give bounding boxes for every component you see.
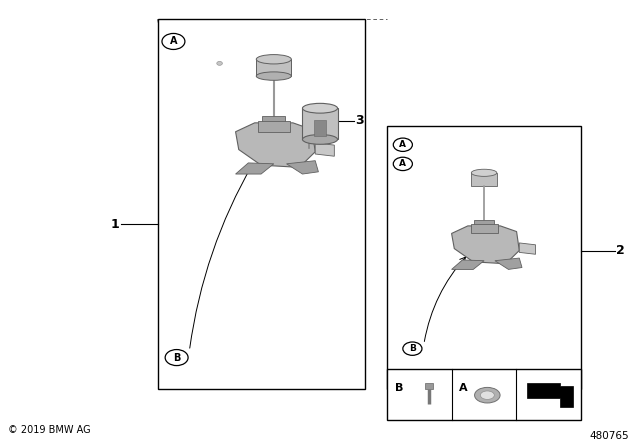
Ellipse shape <box>256 55 291 64</box>
Text: A: A <box>170 36 177 47</box>
FancyBboxPatch shape <box>303 108 337 139</box>
Ellipse shape <box>217 61 222 65</box>
Polygon shape <box>252 72 284 81</box>
FancyBboxPatch shape <box>256 59 291 76</box>
Ellipse shape <box>224 73 238 82</box>
Polygon shape <box>212 47 232 63</box>
Polygon shape <box>424 383 433 389</box>
Polygon shape <box>236 163 274 174</box>
Text: 2: 2 <box>616 244 625 257</box>
Polygon shape <box>452 260 484 269</box>
Polygon shape <box>287 161 319 174</box>
FancyBboxPatch shape <box>262 116 285 127</box>
Ellipse shape <box>480 391 494 400</box>
Ellipse shape <box>209 62 253 92</box>
Ellipse shape <box>471 169 497 177</box>
Text: B: B <box>409 344 416 353</box>
Polygon shape <box>316 143 334 156</box>
Polygon shape <box>519 243 536 254</box>
Polygon shape <box>182 71 209 83</box>
Text: 1: 1 <box>111 217 119 231</box>
Ellipse shape <box>216 67 246 87</box>
Polygon shape <box>452 226 519 264</box>
FancyBboxPatch shape <box>471 173 497 186</box>
FancyBboxPatch shape <box>474 220 494 230</box>
Text: 480765: 480765 <box>589 431 629 441</box>
Bar <box>387 369 581 420</box>
Ellipse shape <box>225 85 245 97</box>
Bar <box>387 126 581 389</box>
Ellipse shape <box>303 103 337 113</box>
Text: A: A <box>460 383 468 392</box>
FancyBboxPatch shape <box>314 120 326 136</box>
Bar <box>157 19 365 389</box>
Ellipse shape <box>256 72 291 80</box>
Polygon shape <box>527 383 573 407</box>
Ellipse shape <box>303 134 337 144</box>
Text: A: A <box>399 159 406 168</box>
Text: B: B <box>394 383 403 392</box>
FancyBboxPatch shape <box>258 121 290 132</box>
Circle shape <box>165 349 188 366</box>
Circle shape <box>394 138 412 151</box>
Text: B: B <box>173 353 180 362</box>
FancyBboxPatch shape <box>470 224 498 233</box>
Ellipse shape <box>475 388 500 403</box>
Circle shape <box>162 34 185 49</box>
Circle shape <box>394 157 412 171</box>
FancyBboxPatch shape <box>270 71 280 85</box>
Text: 3: 3 <box>355 114 364 127</box>
Circle shape <box>403 342 422 355</box>
Polygon shape <box>236 123 316 168</box>
Polygon shape <box>495 258 522 269</box>
Text: © 2019 BMW AG: © 2019 BMW AG <box>8 426 90 435</box>
Text: A: A <box>399 140 406 149</box>
